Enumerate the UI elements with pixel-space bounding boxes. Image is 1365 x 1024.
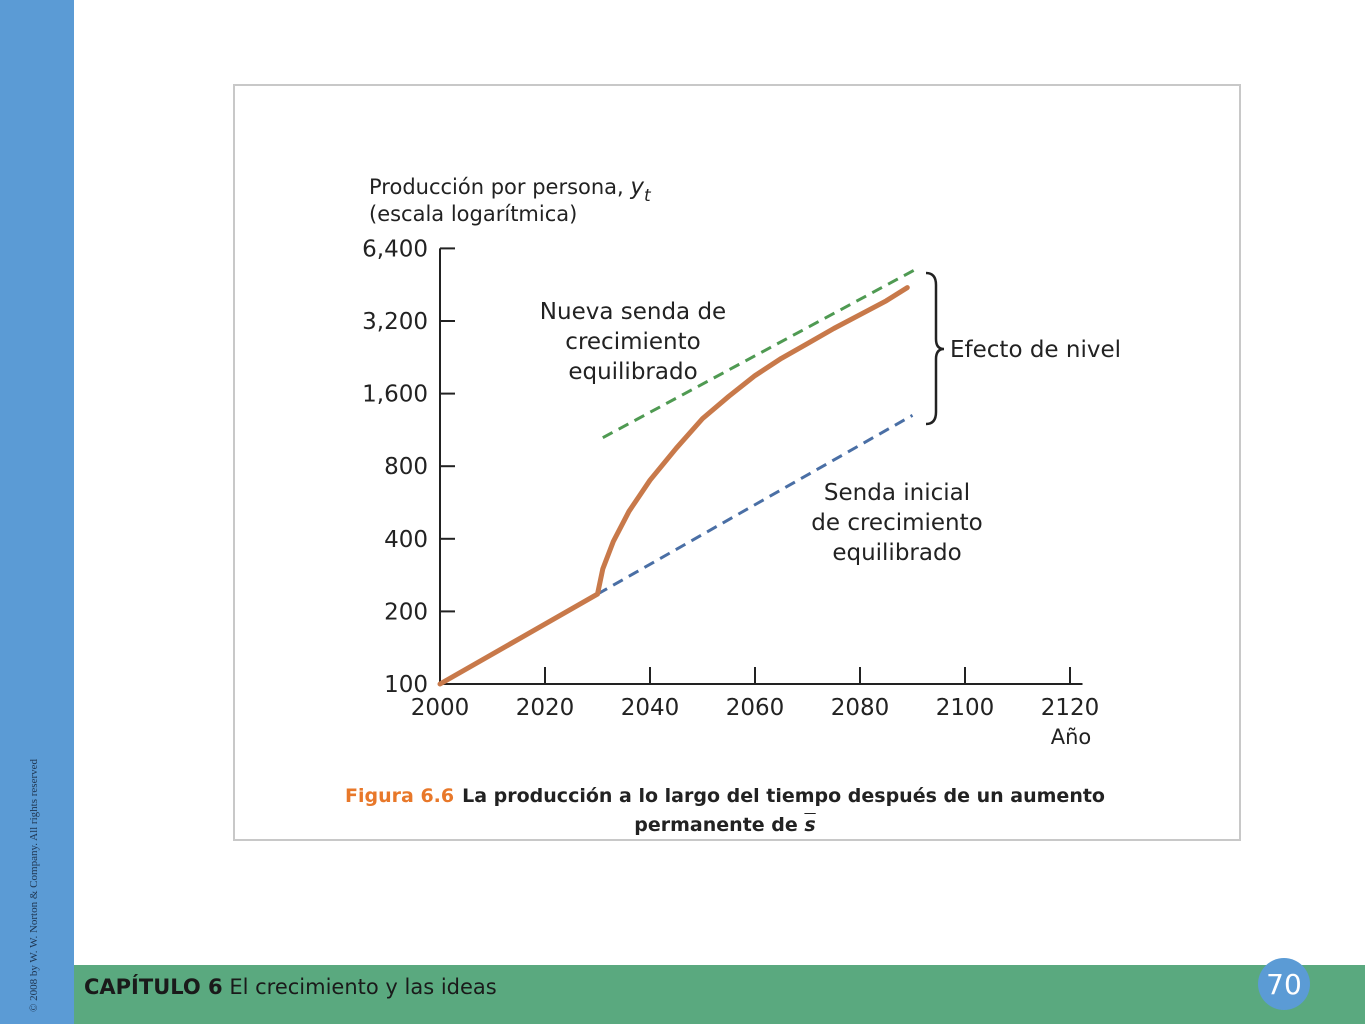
caption-label: Figura 6.6 xyxy=(345,785,455,807)
chapter-name: El crecimiento y las ideas xyxy=(229,975,497,999)
chart-series xyxy=(437,266,919,687)
initial-path-label: Senda inicial xyxy=(824,480,970,506)
chapter-title: CAPÍTULO 6 El crecimiento y las ideas xyxy=(84,975,497,999)
y-axis-subscript: t xyxy=(644,186,652,206)
chapter-label: CAPÍTULO 6 xyxy=(84,975,223,999)
new-path-label: Nueva senda de xyxy=(540,299,726,325)
caption-symbol: s xyxy=(804,814,816,836)
y-tick-label: 800 xyxy=(384,454,428,480)
level-effect-label: Efecto de nivel xyxy=(950,337,1121,363)
x-tick-label: 2040 xyxy=(621,695,680,721)
new-path-label: crecimiento xyxy=(565,329,700,355)
caption-line1: La producción a lo largo del tiempo desp… xyxy=(462,785,1105,807)
left-accent-bar xyxy=(0,0,74,1024)
x-axis-label: Año xyxy=(1051,725,1092,749)
caption-line2: permanente de xyxy=(634,814,798,836)
x-tick-label: 2060 xyxy=(726,695,785,721)
chart-axes: 100 200 400 800 1,600 3,200 6,400 2000 2020 2040 2… xyxy=(362,236,1099,721)
y-axis-scale-label: (escala logarítmica) xyxy=(369,202,577,226)
level-effect-brace xyxy=(925,271,945,426)
y-tick-label: 3,200 xyxy=(362,309,428,335)
y-tick-label: 6,400 xyxy=(362,236,428,262)
y-tick-label: 1,600 xyxy=(362,382,428,408)
page-number: 70 xyxy=(1258,958,1310,1010)
x-tick-label: 2080 xyxy=(831,695,890,721)
x-tick-label: 2100 xyxy=(936,695,995,721)
footer-bar xyxy=(74,965,1365,1024)
x-tick-label: 2000 xyxy=(411,695,470,721)
figure-frame xyxy=(233,84,1241,841)
series-new-path xyxy=(602,266,919,440)
series-actual xyxy=(437,285,910,687)
series-initial-path xyxy=(596,413,914,596)
new-path-label: equilibrado xyxy=(568,359,697,385)
y-tick-label: 100 xyxy=(384,672,428,698)
initial-path-label: equilibrado xyxy=(832,540,961,566)
x-tick-label: 2020 xyxy=(516,695,575,721)
x-tick-label: 2120 xyxy=(1041,695,1100,721)
y-axis-symbol: y xyxy=(629,174,644,200)
y-tick-label: 400 xyxy=(384,527,428,553)
brace-path xyxy=(925,271,945,426)
chart-labels: Producción por persona, yt(escala logarí… xyxy=(369,174,1121,749)
figure-caption: Figura 6.6 La producción a lo largo del t… xyxy=(340,782,1110,840)
initial-path-label: de crecimiento xyxy=(811,510,982,536)
y-tick-label: 200 xyxy=(384,599,428,625)
